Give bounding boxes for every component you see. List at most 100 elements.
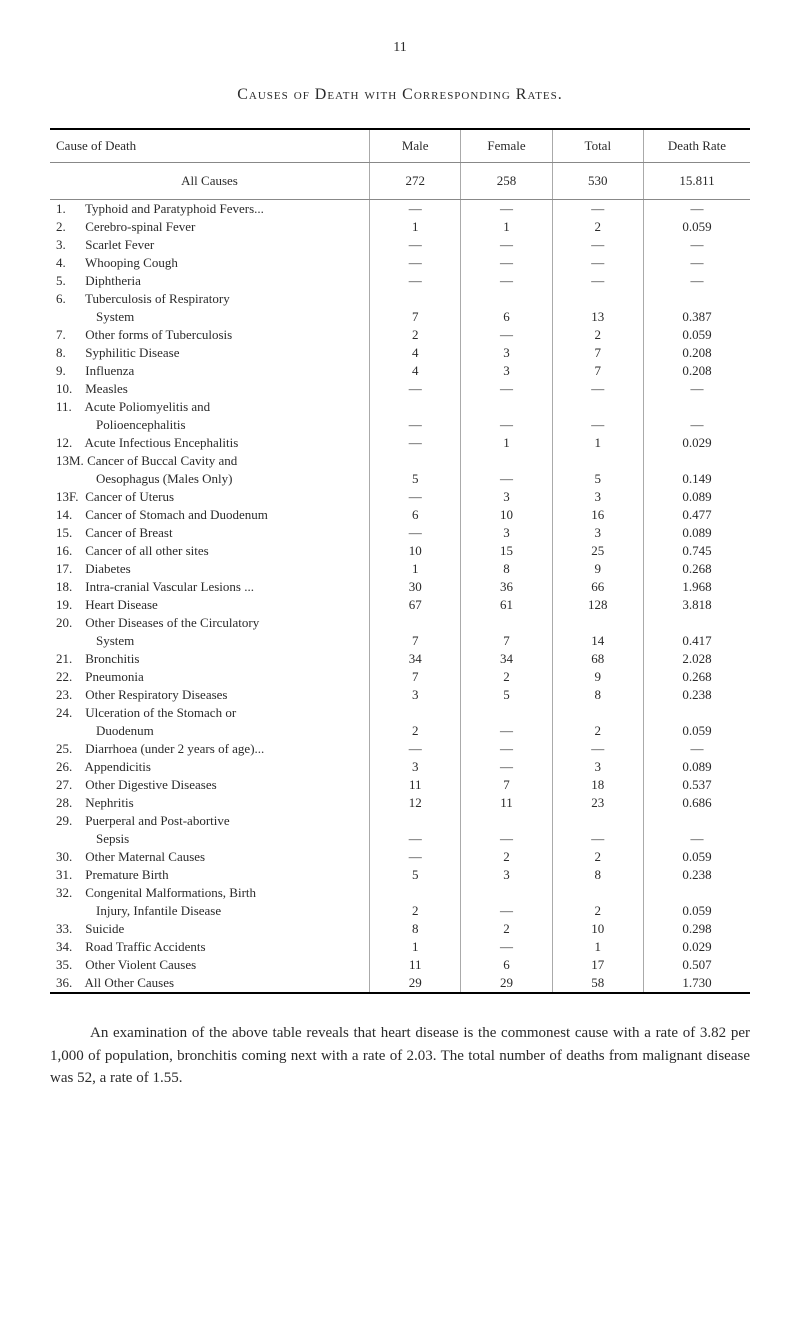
table-row: 27. Other Digestive Diseases117180.537 — [50, 776, 750, 794]
table-row: System77140.417 — [50, 632, 750, 650]
table-row: Sepsis———— — [50, 830, 750, 848]
table-row: 26. Appendicitis3—30.089 — [50, 758, 750, 776]
female-cell: — — [461, 200, 552, 219]
cause-cell: System — [50, 632, 370, 650]
female-cell — [461, 452, 552, 470]
female-cell: 3 — [461, 362, 552, 380]
cause-cell: 21. Bronchitis — [50, 650, 370, 668]
male-cell: — — [370, 830, 461, 848]
male-cell — [370, 398, 461, 416]
rate-cell — [643, 884, 750, 902]
table-row: 33. Suicide82100.298 — [50, 920, 750, 938]
table-row: Oesophagus (Males Only)5—50.149 — [50, 470, 750, 488]
total-cell: 68 — [552, 650, 643, 668]
female-cell: 3 — [461, 488, 552, 506]
male-cell: — — [370, 434, 461, 452]
rate-cell: 0.029 — [643, 434, 750, 452]
rate-cell: 0.238 — [643, 686, 750, 704]
table-row: 31. Premature Birth5380.238 — [50, 866, 750, 884]
female-cell — [461, 614, 552, 632]
table-row: 4. Whooping Cough———— — [50, 254, 750, 272]
total-cell — [552, 398, 643, 416]
female-cell: — — [461, 758, 552, 776]
male-cell — [370, 614, 461, 632]
all-causes-row: All Causes 272 258 530 15.811 — [50, 163, 750, 200]
total-cell: 3 — [552, 488, 643, 506]
cause-cell: 13F. Cancer of Uterus — [50, 488, 370, 506]
table-title: Causes of Death with Corresponding Rates… — [50, 86, 750, 104]
total-cell: — — [552, 830, 643, 848]
header-female: Female — [461, 129, 552, 163]
female-cell — [461, 290, 552, 308]
rate-cell: 0.686 — [643, 794, 750, 812]
female-cell: 10 — [461, 506, 552, 524]
table-row: 1. Typhoid and Paratyphoid Fevers...———— — [50, 200, 750, 219]
male-cell: — — [370, 200, 461, 219]
male-cell: 7 — [370, 308, 461, 326]
total-cell: 1 — [552, 434, 643, 452]
total-cell: 8 — [552, 866, 643, 884]
rate-cell: 0.387 — [643, 308, 750, 326]
cause-cell: 34. Road Traffic Accidents — [50, 938, 370, 956]
all-causes-label: All Causes — [50, 163, 370, 200]
cause-cell: 6. Tuberculosis of Respiratory — [50, 290, 370, 308]
cause-cell: 8. Syphilitic Disease — [50, 344, 370, 362]
total-cell: 16 — [552, 506, 643, 524]
male-cell: 1 — [370, 938, 461, 956]
female-cell — [461, 884, 552, 902]
male-cell — [370, 290, 461, 308]
table-row: 28. Nephritis1211230.686 — [50, 794, 750, 812]
cause-cell: 22. Pneumonia — [50, 668, 370, 686]
cause-cell: Oesophagus (Males Only) — [50, 470, 370, 488]
female-cell: 36 — [461, 578, 552, 596]
male-cell: — — [370, 236, 461, 254]
rate-cell: 0.089 — [643, 524, 750, 542]
total-cell: — — [552, 272, 643, 290]
male-cell: 3 — [370, 758, 461, 776]
cause-cell: 24. Ulceration of the Stomach or — [50, 704, 370, 722]
cause-cell: 33. Suicide — [50, 920, 370, 938]
total-cell — [552, 812, 643, 830]
table-row: 16. Cancer of all other sites1015250.745 — [50, 542, 750, 560]
male-cell: 2 — [370, 722, 461, 740]
rate-cell — [643, 812, 750, 830]
female-cell: — — [461, 326, 552, 344]
male-cell: 34 — [370, 650, 461, 668]
male-cell — [370, 884, 461, 902]
male-cell — [370, 452, 461, 470]
female-cell: 5 — [461, 686, 552, 704]
table-row: 23. Other Respiratory Diseases3580.238 — [50, 686, 750, 704]
female-cell: — — [461, 830, 552, 848]
total-cell: — — [552, 254, 643, 272]
female-cell: — — [461, 416, 552, 434]
rate-cell: 0.537 — [643, 776, 750, 794]
total-cell: — — [552, 740, 643, 758]
cause-cell: System — [50, 308, 370, 326]
table-row: 29. Puerperal and Post-abortive — [50, 812, 750, 830]
total-cell: 7 — [552, 362, 643, 380]
total-cell: 2 — [552, 326, 643, 344]
total-cell: 14 — [552, 632, 643, 650]
total-cell: 5 — [552, 470, 643, 488]
rate-cell: — — [643, 380, 750, 398]
female-cell: — — [461, 740, 552, 758]
female-cell: 3 — [461, 866, 552, 884]
male-cell: 8 — [370, 920, 461, 938]
table-row: 7. Other forms of Tuberculosis2—20.059 — [50, 326, 750, 344]
table-row: Injury, Infantile Disease2—20.059 — [50, 902, 750, 920]
female-cell: — — [461, 722, 552, 740]
female-cell: 29 — [461, 974, 552, 993]
cause-cell: 30. Other Maternal Causes — [50, 848, 370, 866]
rate-cell: 0.149 — [643, 470, 750, 488]
total-cell: 25 — [552, 542, 643, 560]
rate-cell: 0.268 — [643, 560, 750, 578]
rate-cell: — — [643, 254, 750, 272]
total-cell: 3 — [552, 758, 643, 776]
cause-cell: 9. Influenza — [50, 362, 370, 380]
cause-cell: 12. Acute Infectious Encephalitis — [50, 434, 370, 452]
rate-cell: 2.028 — [643, 650, 750, 668]
cause-cell: 19. Heart Disease — [50, 596, 370, 614]
table-row: 19. Heart Disease67611283.818 — [50, 596, 750, 614]
female-cell: — — [461, 938, 552, 956]
table-row: 11. Acute Poliomyelitis and — [50, 398, 750, 416]
